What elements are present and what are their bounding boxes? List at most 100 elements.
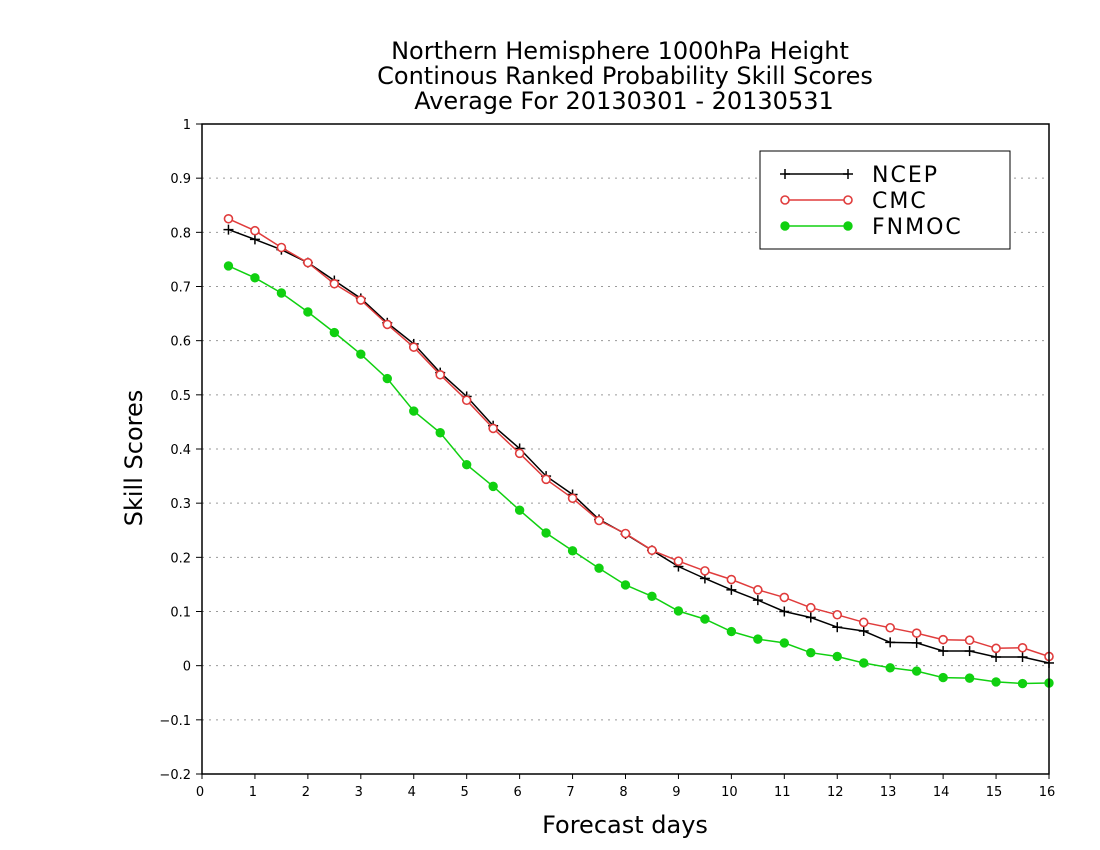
y-tick-label: 0.5: [170, 389, 191, 404]
data-point-cmc: [647, 545, 657, 556]
data-point-cmc: [991, 643, 1001, 654]
x-tick-label: 10: [721, 785, 738, 800]
legend-item-ncep: NCEP: [780, 163, 939, 188]
data-point-fnmoc: [859, 658, 869, 668]
y-tick-label: 1: [183, 118, 191, 133]
data-point-cmc: [885, 622, 895, 633]
data-point-cmc: [435, 369, 446, 380]
x-tick-label: 0: [196, 785, 204, 800]
data-point-fnmoc: [673, 606, 684, 616]
data-point-fnmoc: [885, 663, 895, 673]
data-point-cmc: [673, 556, 684, 566]
data-point-fnmoc: [461, 460, 472, 470]
data-point-fnmoc: [223, 261, 234, 271]
data-point-fnmoc: [911, 666, 922, 676]
x-tick-label: 13: [880, 785, 897, 800]
axis-ticks: −0.2−0.100.10.20.30.40.50.60.70.80.910 1 2…: [159, 118, 1055, 800]
data-point-cmc: [1017, 642, 1028, 653]
title-line-1: Northern Hemisphere 1000hPa Height: [391, 37, 849, 65]
data-point-fnmoc: [329, 327, 340, 338]
data-point-cmc: [329, 278, 340, 289]
data-point-ncep: [832, 622, 843, 633]
x-tick-label: 9: [672, 785, 680, 800]
data-point-ncep: [249, 234, 260, 245]
title-line-2: Continous Ranked Probability Skill Score…: [377, 62, 873, 90]
x-tick-label: 14: [933, 785, 950, 800]
grid-lines: [202, 177, 1049, 721]
data-point-fnmoc: [647, 591, 657, 602]
data-point-fnmoc: [514, 505, 525, 515]
data-point-cmc: [964, 635, 975, 646]
data-point-fnmoc: [938, 672, 948, 683]
data-point-cmc: [303, 257, 313, 268]
x-axis-label: Forecast days: [542, 811, 708, 839]
data-point-fnmoc: [356, 349, 366, 359]
x-tick-label: 16: [1039, 785, 1056, 800]
data-point-fnmoc: [567, 546, 578, 556]
data-point-fnmoc: [488, 481, 498, 492]
series-fnmoc: [223, 261, 1054, 689]
data-point-cmc: [858, 617, 869, 628]
y-tick-label: 0.3: [170, 497, 191, 512]
y-tick-label: −0.1: [159, 714, 191, 729]
legend-marker-ncep: [843, 169, 853, 179]
title-line-3: Average For 20130301 - 20130531: [414, 87, 834, 115]
data-point-ncep: [779, 606, 790, 617]
data-point-fnmoc: [726, 626, 737, 637]
data-point-fnmoc: [303, 307, 313, 317]
data-point-cmc: [541, 474, 551, 485]
y-tick-label: −0.2: [159, 768, 191, 783]
x-tick-label: 5: [461, 785, 469, 800]
data-point-cmc: [567, 493, 578, 504]
data-point-cmc: [382, 319, 393, 330]
data-point-cmc: [938, 634, 948, 645]
data-point-cmc: [779, 592, 790, 603]
data-point-fnmoc: [991, 677, 1001, 687]
series-line-fnmoc: [228, 265, 1050, 685]
data-point-fnmoc: [964, 673, 975, 683]
data-point-fnmoc: [594, 563, 604, 573]
legend-marker-fnmoc: [843, 221, 853, 231]
x-tick-label: 11: [774, 785, 791, 800]
legend-item-fnmoc: FNMOC: [780, 215, 963, 240]
x-tick-label: 4: [408, 785, 416, 800]
data-point-fnmoc: [435, 428, 445, 438]
data-point-cmc: [488, 423, 498, 434]
data-point-cmc: [700, 566, 710, 576]
plot-series: [223, 213, 1054, 689]
y-tick-label: 0.7: [170, 281, 191, 296]
series-ncep: [223, 224, 1054, 668]
data-point-fnmoc: [620, 580, 631, 590]
data-point-fnmoc: [276, 288, 287, 298]
x-tick-label: 3: [355, 785, 363, 800]
data-point-fnmoc: [382, 373, 392, 384]
x-tick-label: 8: [619, 785, 627, 800]
legend-marker-ncep: [780, 169, 790, 179]
data-point-cmc: [753, 585, 763, 595]
x-tick-label: 15: [986, 785, 1003, 800]
x-tick-label: 7: [566, 785, 574, 800]
legend-label-ncep: NCEP: [872, 163, 939, 188]
data-point-fnmoc: [541, 528, 551, 538]
legend-item-cmc: CMC: [780, 189, 926, 214]
legend-marker-fnmoc: [780, 221, 790, 231]
data-point-ncep: [752, 595, 763, 606]
x-tick-label: 1: [249, 785, 257, 800]
data-point-cmc: [276, 242, 287, 253]
data-point-cmc: [223, 213, 234, 224]
y-axis-label: Skill Scores: [120, 390, 148, 527]
legend-label-fnmoc: FNMOC: [872, 215, 963, 240]
data-point-cmc: [594, 515, 604, 526]
y-tick-label: 0.4: [170, 443, 191, 458]
data-point-cmc: [514, 448, 525, 459]
x-tick-label: 6: [513, 785, 521, 800]
legend-marker-cmc: [780, 195, 790, 205]
data-point-ncep: [805, 612, 816, 623]
data-point-ncep: [223, 224, 234, 235]
data-point-fnmoc: [700, 614, 710, 624]
legend-marker-cmc: [843, 195, 853, 205]
chart-title: Northern Hemisphere 1000hPa Height Conti…: [377, 37, 873, 115]
